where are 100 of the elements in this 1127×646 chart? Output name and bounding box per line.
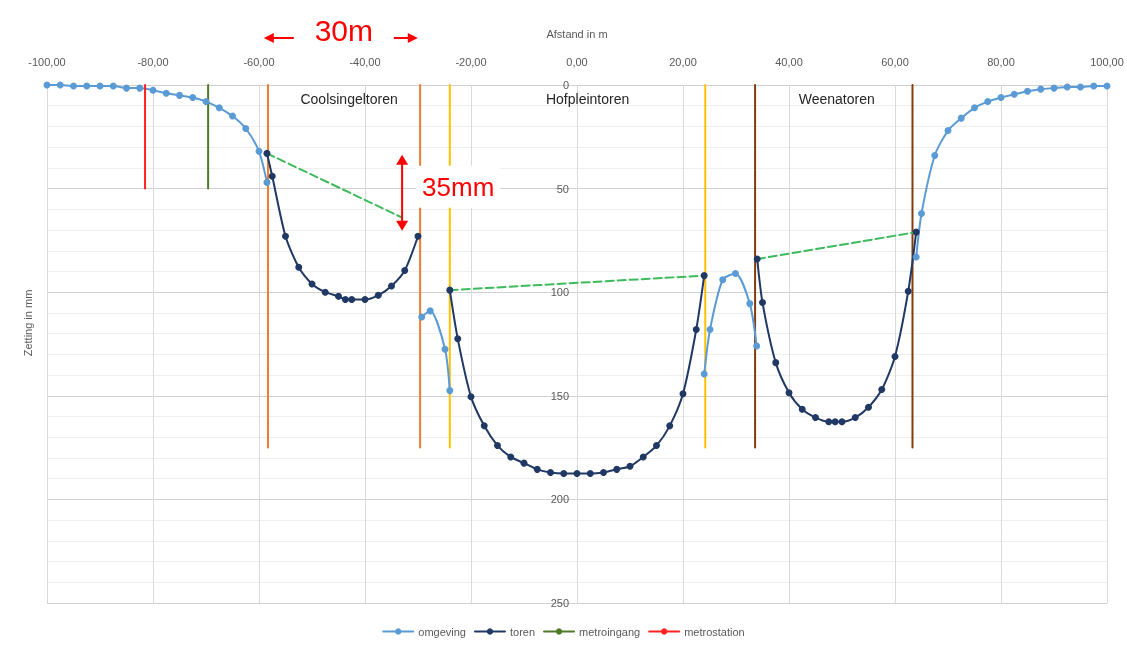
point — [162, 89, 170, 97]
point — [414, 232, 422, 240]
point — [242, 125, 250, 133]
annotation: Coolsingeltoren — [300, 91, 398, 108]
point — [573, 470, 581, 477]
point — [1063, 83, 1071, 91]
point — [480, 422, 488, 430]
point — [229, 112, 236, 120]
point — [586, 470, 594, 477]
point — [454, 335, 462, 343]
y-tick-label: 0 — [562, 79, 569, 91]
point — [83, 82, 91, 90]
y-tick-label: 150 — [550, 389, 569, 402]
point — [838, 418, 846, 426]
point — [851, 414, 859, 422]
point — [263, 149, 271, 157]
point — [507, 453, 515, 461]
legend-label: omgeving — [418, 625, 466, 638]
point — [388, 282, 395, 290]
point — [984, 98, 992, 106]
point — [335, 292, 342, 300]
point — [753, 342, 761, 350]
y-tick-label: 50 — [556, 182, 569, 195]
x-tick-label: -20,00 — [455, 55, 487, 68]
point — [639, 453, 647, 461]
point — [547, 468, 554, 476]
point — [282, 232, 289, 240]
point — [176, 91, 183, 99]
x-tick-label: -100,00 — [28, 55, 66, 68]
legend-label: metrostation — [684, 625, 745, 638]
point — [798, 405, 806, 413]
point — [912, 228, 920, 236]
point — [692, 326, 700, 333]
point — [666, 422, 674, 430]
point — [560, 470, 568, 477]
point — [1037, 85, 1045, 93]
y-tick-label: 100 — [550, 286, 569, 299]
point — [891, 352, 899, 360]
y-axis-title: Zetting in mm — [21, 289, 34, 357]
point — [1090, 82, 1098, 90]
point — [831, 418, 839, 426]
annotation: Hofpleintoren — [545, 91, 630, 108]
point — [700, 272, 708, 280]
point — [202, 98, 210, 106]
x-axis-title: Afstand in m — [546, 27, 608, 40]
point — [918, 209, 925, 217]
point — [341, 295, 349, 303]
point — [653, 442, 660, 450]
x-tick-label: 0,00 — [566, 55, 588, 68]
x-tick-label: 100,00 — [1090, 55, 1124, 68]
point — [401, 266, 409, 274]
point — [374, 291, 382, 299]
point — [600, 468, 607, 476]
x-tick-label: -80,00 — [137, 55, 169, 68]
point — [731, 270, 739, 278]
point — [426, 307, 434, 315]
point — [189, 93, 197, 101]
point — [944, 127, 952, 135]
x-tick-label: 20,00 — [669, 55, 697, 68]
point — [613, 465, 621, 473]
point — [446, 286, 454, 294]
point — [56, 81, 64, 89]
y-tick-label: 250 — [550, 597, 569, 609]
point — [706, 326, 714, 333]
point — [719, 276, 727, 284]
x-tick-label: -60,00 — [243, 55, 275, 68]
point — [904, 287, 912, 295]
point — [295, 263, 303, 271]
point — [109, 82, 117, 90]
point — [912, 253, 920, 261]
point — [812, 414, 819, 422]
y-tick-label: 200 — [550, 493, 569, 506]
x-tick-label: 60,00 — [881, 55, 909, 68]
annotation: 35mm — [422, 171, 495, 202]
point — [878, 386, 886, 394]
legend-label: toren — [509, 625, 536, 638]
point — [746, 300, 754, 308]
point — [971, 104, 978, 112]
point — [494, 442, 501, 450]
point — [772, 359, 780, 367]
x-tick-label: 80,00 — [987, 55, 1015, 68]
legend-label: metroingang — [579, 625, 641, 638]
point — [136, 84, 144, 92]
point — [626, 462, 634, 470]
point — [348, 295, 356, 303]
point — [997, 93, 1005, 101]
point — [321, 288, 329, 296]
point — [533, 465, 541, 473]
point — [700, 370, 708, 378]
annotation: Weenatoren — [798, 91, 875, 108]
point — [268, 172, 276, 180]
point — [255, 147, 263, 155]
point — [865, 403, 872, 411]
point — [446, 387, 454, 395]
point — [825, 418, 833, 426]
point — [70, 82, 77, 90]
point — [753, 255, 761, 263]
point — [418, 313, 426, 321]
point — [759, 299, 766, 307]
point — [957, 114, 965, 122]
